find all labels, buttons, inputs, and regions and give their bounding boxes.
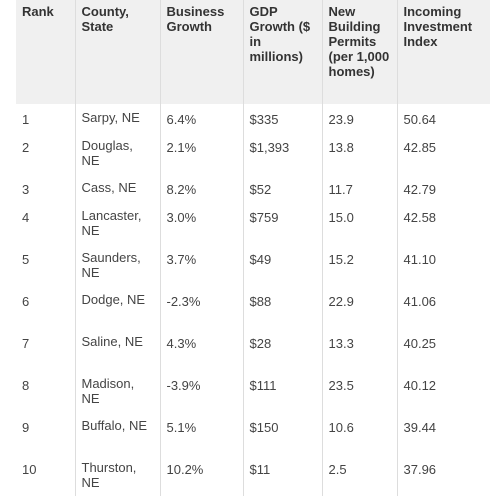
table-cell: 23.5 [321, 370, 397, 412]
table-cell: 15.2 [321, 244, 397, 286]
header-cell: County, State [74, 0, 160, 104]
table-cell: 41.10 [396, 244, 490, 286]
table-cell: $28 [242, 328, 322, 370]
table-cell: Sarpy, NE [74, 104, 160, 132]
table-cell: Saline, NE [74, 328, 160, 370]
table-cell: 10 [22, 462, 37, 477]
table-cell: -2.3% [159, 286, 243, 328]
table-cell: 11.7 [321, 174, 397, 202]
table-cell: 9 [22, 420, 30, 435]
table-cell: 3 [22, 182, 30, 197]
table-cell: $335 [242, 104, 322, 132]
table-cell: 41.06 [396, 286, 490, 328]
header-row: Rank County, State Business Growth GDP Grow… [16, 0, 490, 104]
table-row: 8 Madison, NE -3.9% $111 23.5 40.12 [16, 370, 490, 412]
table-cell: 4.3% [159, 328, 243, 370]
table-row: 10 Thurston, NE 10.2% $11 2.5 37.96 [16, 454, 490, 496]
table-cell: $88 [242, 286, 322, 328]
table-cell: 39.44 [396, 412, 490, 454]
data-table: Rank County, State Business Growth GDP Grow… [16, 0, 490, 496]
table-cell: 37.96 [396, 454, 490, 496]
table-cell: -3.9% [159, 370, 243, 412]
table-cell: 40.12 [396, 370, 490, 412]
table-cell: $49 [242, 244, 322, 286]
table-cell: 5.1% [159, 412, 243, 454]
table-cell: $1,393 [242, 132, 322, 174]
table-row: 6 Dodge, NE -2.3% $88 22.9 41.06 [16, 286, 490, 328]
table-cell: 13.8 [321, 132, 397, 174]
table-cell: Buffalo, NE [74, 412, 160, 454]
table-cell: Cass, NE [74, 174, 160, 202]
table-cell: Lancaster, NE [74, 202, 160, 244]
table-cell: 2.5 [321, 454, 397, 496]
table-cell: 1 [22, 112, 30, 127]
table-cell: Thurston, NE [74, 454, 160, 496]
table-row: 2 Douglas, NE 2.1% $1,393 13.8 42.85 [16, 132, 490, 174]
table-cell: Madison, NE [74, 370, 160, 412]
table-cell: $759 [242, 202, 322, 244]
table-row: 5 Saunders, NE 3.7% $49 15.2 41.10 [16, 244, 490, 286]
table-cell: 50.64 [396, 104, 490, 132]
header-cell: New Building Permits (per 1,000 homes) [321, 0, 397, 104]
table-cell: 42.85 [396, 132, 490, 174]
table-cell: 23.9 [321, 104, 397, 132]
table-cell: Douglas, NE [74, 132, 160, 174]
table-cell: 2 [22, 140, 30, 155]
table-row: 3 Cass, NE 8.2% $52 11.7 42.79 [16, 174, 490, 202]
table-cell: 2.1% [159, 132, 243, 174]
table-cell: 5 [22, 252, 30, 267]
table-row: 9 Buffalo, NE 5.1% $150 10.6 39.44 [16, 412, 490, 454]
table-cell: 10.6 [321, 412, 397, 454]
table-cell: 3.0% [159, 202, 243, 244]
table-cell: $111 [242, 370, 322, 412]
table-row: 7 Saline, NE 4.3% $28 13.3 40.25 [16, 328, 490, 370]
header-cell: Rank [16, 0, 75, 104]
table-cell: 8 [22, 378, 30, 393]
table-cell: 42.79 [396, 174, 490, 202]
table-row: 4 Lancaster, NE 3.0% $759 15.0 42.58 [16, 202, 490, 244]
table-cell: $150 [242, 412, 322, 454]
table-cell: 40.25 [396, 328, 490, 370]
table-cell: 6 [22, 294, 30, 309]
table-cell: Saunders, NE [74, 244, 160, 286]
header-cell: GDP Growth ($ in millions) [242, 0, 322, 104]
table-cell: 4 [22, 210, 30, 225]
header-cell: Incoming Investment Index [396, 0, 490, 104]
table-cell: 6.4% [159, 104, 243, 132]
table-cell: 3.7% [159, 244, 243, 286]
table-cell: 42.58 [396, 202, 490, 244]
table-cell: 10.2% [159, 454, 243, 496]
table-cell: 8.2% [159, 174, 243, 202]
table-cell: 22.9 [321, 286, 397, 328]
table-cell: Dodge, NE [74, 286, 160, 328]
table-cell: 13.3 [321, 328, 397, 370]
table-cell: $52 [242, 174, 322, 202]
table-cell: 15.0 [321, 202, 397, 244]
header-cell: Business Growth [159, 0, 243, 104]
table-cell: 7 [22, 336, 30, 351]
table-row: 1 Sarpy, NE 6.4% $335 23.9 50.64 [16, 104, 490, 132]
table-cell: $11 [242, 454, 322, 496]
